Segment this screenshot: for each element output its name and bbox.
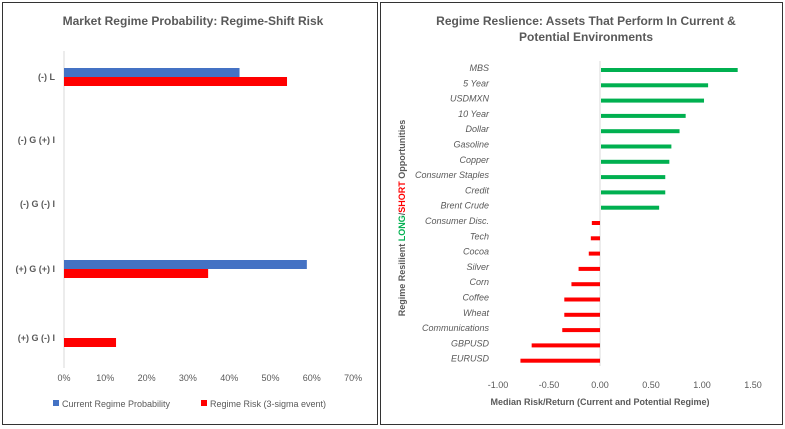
x-tick-label: 70% xyxy=(344,373,362,383)
regime-probability-chart: Market Regime Probability: Regime-Shift … xyxy=(15,14,362,409)
bar-silver xyxy=(578,266,600,271)
bar-corn xyxy=(571,282,600,287)
regime-probability-chart-panel: Market Regime Probability: Regime-Shift … xyxy=(2,2,378,425)
bar-mbs xyxy=(601,68,738,72)
bar-regime-risk xyxy=(64,269,209,278)
x-tick-label: 0.00 xyxy=(591,380,609,390)
category-label: Communications xyxy=(422,323,490,333)
category-label: Silver xyxy=(466,262,490,272)
category-label: Consumer Staples xyxy=(415,170,490,180)
bar-consumer-staples xyxy=(601,175,666,180)
bar-brent-crude xyxy=(601,205,660,210)
category-label: EURUSD xyxy=(451,354,490,364)
bar-current-probability xyxy=(64,260,307,269)
x-tick-label: 20% xyxy=(138,373,156,383)
bar-usdmxn xyxy=(601,98,705,103)
category-label: (+) G (+) I xyxy=(15,264,55,274)
category-label: MBS xyxy=(469,63,489,73)
bar-5-year xyxy=(601,83,709,88)
x-tick-label: 1.50 xyxy=(744,380,762,390)
category-label: 5 Year xyxy=(463,78,490,88)
bar-coffee xyxy=(564,297,600,302)
bar-gbpusd xyxy=(531,343,600,348)
bar-current-probability xyxy=(64,68,240,77)
x-tick-label: 50% xyxy=(261,373,279,383)
x-tick-label: 60% xyxy=(303,373,321,383)
regime-resilience-chart-panel: Regime Reslience: Assets That Perform In… xyxy=(380,2,783,425)
category-label: Copper xyxy=(459,155,490,165)
bar-gasoline xyxy=(601,144,672,149)
x-tick-label: 10% xyxy=(96,373,114,383)
category-label: (+) G (-) I xyxy=(18,333,55,343)
legend-label: Current Regime Probability xyxy=(62,399,171,409)
category-label: Wheat xyxy=(463,308,490,318)
bar-consumer-disc- xyxy=(591,221,600,225)
bar-copper xyxy=(601,159,670,164)
category-label: 10 Year xyxy=(458,109,490,119)
chart-title-line: Potential Environments xyxy=(519,30,653,44)
category-label: GBPUSD xyxy=(451,338,490,348)
bar-wheat xyxy=(564,312,600,317)
x-axis-title: Median Risk/Return (Current and Potentia… xyxy=(490,397,709,407)
bar-dollar xyxy=(601,129,680,134)
x-tick-label: 30% xyxy=(179,373,197,383)
chart-title-line: Regime Reslience: Assets That Perform In… xyxy=(436,14,736,28)
bar-regime-risk xyxy=(64,338,117,347)
y-axis-title-part: LONG xyxy=(397,215,407,241)
chart-title: Market Regime Probability: Regime-Shift … xyxy=(63,14,324,28)
x-tick-label: 0.50 xyxy=(642,380,660,390)
category-label: Tech xyxy=(470,231,489,241)
category-label: Dollar xyxy=(465,124,490,134)
y-axis-title-part: SHORT xyxy=(397,181,407,213)
y-axis-title: Regime Resilient LONG/SHORT Opportunitie… xyxy=(397,120,407,317)
category-label: Gasoline xyxy=(453,140,489,150)
legend-label: Regime Risk (3-sigma event) xyxy=(210,399,326,409)
x-tick-label: -1.00 xyxy=(488,380,509,390)
bar-credit xyxy=(601,190,666,195)
y-axis-title-part: Opportunities xyxy=(397,120,407,182)
x-tick-label: -0.50 xyxy=(539,380,560,390)
bar-communications xyxy=(562,328,600,333)
bar-regime-risk xyxy=(64,77,288,86)
legend-swatch xyxy=(53,400,59,406)
x-tick-label: 40% xyxy=(220,373,238,383)
x-tick-label: 0% xyxy=(57,373,70,383)
category-label: Coffee xyxy=(462,293,489,303)
category-label: (-) G (-) I xyxy=(20,199,55,209)
bar-eurusd xyxy=(520,358,600,363)
x-tick-label: 1.00 xyxy=(693,380,711,390)
bar-cocoa xyxy=(588,251,600,256)
legend-swatch xyxy=(201,400,207,406)
category-label: USDMXN xyxy=(450,94,490,104)
category-label: Cocoa xyxy=(463,247,489,257)
regime-resilience-chart: Regime Reslience: Assets That Perform In… xyxy=(397,14,762,407)
category-label: Brent Crude xyxy=(440,201,489,211)
bar-tech xyxy=(590,236,600,241)
category-label: Corn xyxy=(469,277,489,287)
category-label: (-) G (+) I xyxy=(18,135,55,145)
category-label: Credit xyxy=(465,185,490,195)
category-label: (-) L xyxy=(38,72,55,82)
y-axis-title-part: / xyxy=(397,212,407,215)
y-axis-title-part: Regime Resilient xyxy=(397,241,407,316)
bar-10-year xyxy=(601,113,686,118)
category-label: Consumer Disc. xyxy=(425,216,489,226)
